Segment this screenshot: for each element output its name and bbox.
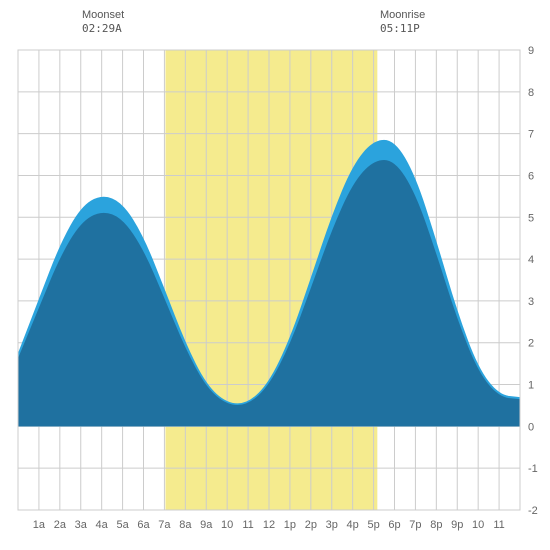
x-tick-label: 10 — [221, 519, 233, 531]
annotation-time: 02:29A — [82, 22, 122, 35]
y-tick-label: 2 — [528, 338, 534, 350]
y-tick-label: 4 — [528, 254, 534, 266]
x-tick-label: 5a — [116, 519, 129, 531]
y-tick-label: 3 — [528, 296, 534, 308]
annotation-time: 05:11P — [380, 22, 420, 35]
tide-chart: -2-101234567891a2a3a4a5a6a7a8a9a1011121p… — [0, 0, 550, 550]
annotation-title: Moonset — [82, 9, 124, 21]
y-tick-label: 9 — [528, 45, 534, 57]
x-tick-label: 9a — [200, 519, 213, 531]
x-tick-label: 1p — [284, 519, 296, 531]
x-tick-label: 12 — [263, 519, 275, 531]
x-tick-label: 3a — [75, 519, 88, 531]
x-tick-label: 5p — [367, 519, 379, 531]
x-tick-label: 2p — [305, 519, 317, 531]
x-tick-label: 4p — [347, 519, 359, 531]
x-tick-label: 3p — [326, 519, 338, 531]
y-tick-label: 5 — [528, 212, 534, 224]
chart-svg: -2-101234567891a2a3a4a5a6a7a8a9a1011121p… — [0, 0, 550, 550]
x-tick-label: 7p — [409, 519, 421, 531]
y-tick-label: -1 — [528, 463, 538, 475]
x-tick-label: 7a — [158, 519, 171, 531]
x-tick-label: 4a — [96, 519, 109, 531]
x-tick-label: 8a — [179, 519, 192, 531]
x-tick-label: 9p — [451, 519, 463, 531]
x-tick-label: 6a — [137, 519, 150, 531]
x-tick-label: 1a — [33, 519, 46, 531]
x-tick-label: 11 — [493, 519, 504, 531]
y-tick-label: 7 — [528, 129, 534, 141]
x-tick-label: 10 — [472, 519, 484, 531]
y-tick-label: -2 — [528, 505, 538, 517]
x-tick-label: 11 — [242, 519, 253, 531]
y-tick-label: 0 — [528, 421, 534, 433]
x-tick-label: 6p — [388, 519, 400, 531]
x-tick-label: 2a — [54, 519, 67, 531]
annotation-title: Moonrise — [380, 9, 425, 21]
x-tick-label: 8p — [430, 519, 442, 531]
y-tick-label: 6 — [528, 170, 534, 182]
y-tick-label: 1 — [528, 380, 534, 392]
y-tick-label: 8 — [528, 87, 534, 99]
